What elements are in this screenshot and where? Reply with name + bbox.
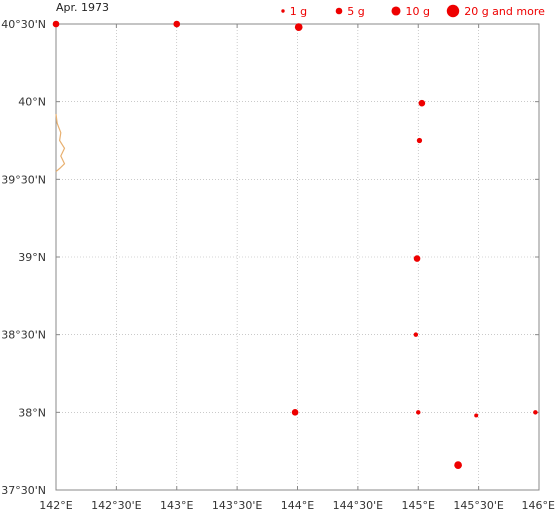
coastline [55, 114, 66, 173]
sample-point [52, 20, 60, 28]
legend-label: 5 g [347, 5, 364, 18]
axis-ticks: 142°E 142°30'E 143°E 143°30'E 144°E 144°30'E 1… [1, 18, 555, 512]
data-points [52, 20, 538, 469]
lon-tick-label: 145°E [402, 499, 435, 512]
map-title: Apr. 1973 [56, 1, 109, 14]
sample-point [474, 413, 479, 418]
lon-tick-label: 143°30'E [212, 499, 263, 512]
lat-tick-label: 38°30'N [1, 329, 46, 342]
lat-tick-label: 40°N [18, 96, 46, 109]
legend-label: 10 g [406, 5, 430, 18]
sample-point [416, 410, 421, 415]
legend: 1 g 5 g 10 g 20 g and more [281, 4, 545, 18]
legend-marker [391, 6, 401, 16]
legend-label: 1 g [290, 5, 307, 18]
lat-tick-label: 37°30'N [1, 484, 46, 497]
sample-point [454, 461, 462, 469]
lon-tick-label: 142°E [39, 499, 72, 512]
sample-point [291, 409, 299, 416]
sample-point [416, 137, 423, 144]
lat-tick-label: 39°30'N [1, 173, 46, 186]
lon-tick-label: 145°30'E [453, 499, 504, 512]
coastline-layer [55, 114, 66, 173]
sample-point [173, 20, 181, 28]
sample-point [418, 99, 426, 107]
legend-label: 20 g and more [464, 5, 545, 18]
sample-point [413, 332, 419, 337]
lon-tick-label: 144°30'E [333, 499, 384, 512]
lon-tick-label: 142°30'E [91, 499, 142, 512]
legend-marker [446, 4, 460, 18]
legend-marker [335, 7, 343, 15]
lat-tick-label: 39°N [18, 251, 46, 264]
lat-tick-label: 40°30'N [1, 18, 46, 31]
sample-point [413, 255, 421, 262]
legend-marker [281, 9, 285, 13]
lon-tick-label: 146°E [522, 499, 555, 512]
lat-tick-label: 38°N [18, 406, 46, 419]
lon-tick-label: 143°E [160, 499, 193, 512]
sample-point [533, 410, 538, 415]
lon-tick-label: 144°E [281, 499, 314, 512]
sample-point [294, 23, 303, 31]
graticule [55, 23, 540, 491]
